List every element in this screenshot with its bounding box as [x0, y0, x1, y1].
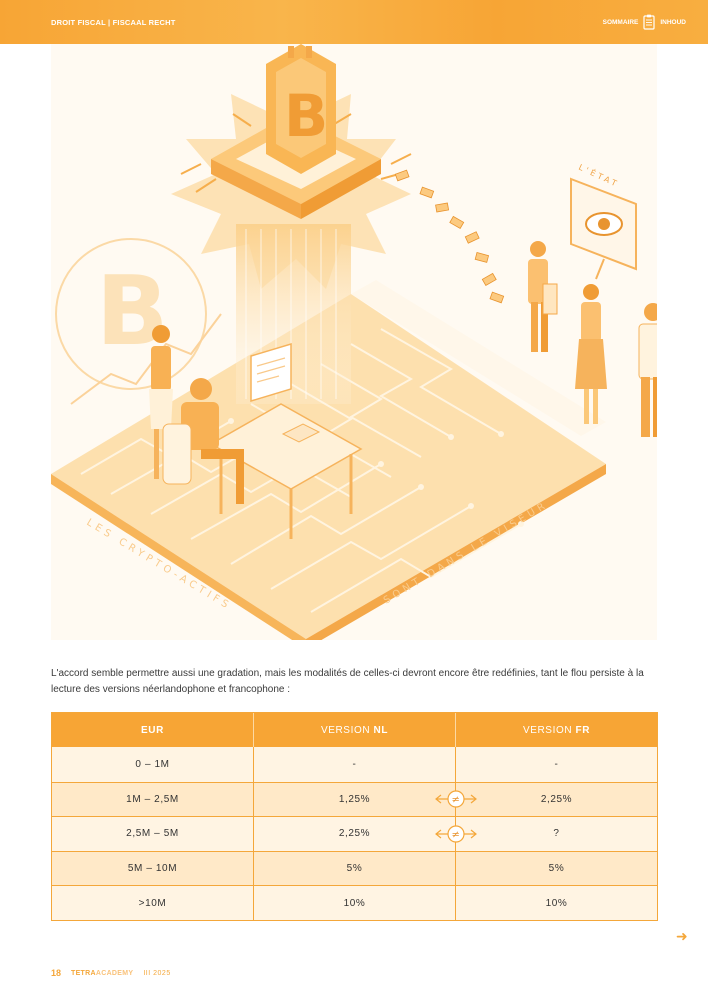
svg-text:B: B	[284, 82, 328, 150]
table-cell-fr: -	[455, 747, 657, 782]
table-cell-fr: 5%	[455, 851, 657, 886]
table-cell-nl: -	[253, 747, 455, 782]
body-paragraph: L'accord semble permettre aussi une grad…	[51, 668, 644, 695]
header-eur: EUR	[141, 724, 164, 736]
table-cell-eur: 5M – 10M	[127, 863, 178, 875]
page-number: 18	[51, 968, 62, 978]
table-cell-nl: 1,25%	[253, 782, 455, 817]
table-cell-nl: 2,25%	[253, 817, 455, 851]
table-cell-fr: 2,25% ≠	[435, 782, 657, 817]
svg-text:≠: ≠	[452, 795, 461, 806]
summary-link[interactable]: SOMMAIRE INHOUD	[603, 14, 686, 30]
table-cell-eur: 0 – 1M	[135, 758, 170, 770]
crypto-illustration: B	[51, 44, 657, 640]
table-row: >10M 10% 10%	[52, 885, 657, 920]
table-cell-eur: 2,5M – 5M	[126, 828, 179, 840]
breadcrumb: DROIT FISCAL | FISCAAL RECHT	[51, 18, 176, 27]
table-header-row: EUR VERSION NL VERSION FR	[52, 713, 657, 747]
table-row: 5M – 10M 5% 5%	[52, 850, 657, 886]
tetra-academy-logo: TETRAACADEMY	[71, 969, 134, 977]
table-cell-fr: 10%	[455, 886, 657, 920]
svg-text:≠: ≠	[452, 829, 461, 840]
header-version-nl: VERSION NL	[253, 713, 455, 747]
summary-fr-label: SOMMAIRE	[602, 18, 639, 26]
summary-nl-label: INHOUD	[660, 18, 686, 26]
arrow-right-icon[interactable]: ➜	[676, 928, 688, 944]
table-cell-nl: 10%	[253, 886, 455, 920]
not-equal-icon: ≠	[434, 824, 478, 844]
not-equal-icon: ≠	[434, 789, 478, 809]
issue-date: III 2025	[143, 969, 171, 977]
table-cell-fr: ? ≠	[435, 817, 657, 851]
page-footer: 18 TETRAACADEMY III 2025	[51, 968, 171, 978]
clipboard-icon	[643, 14, 655, 30]
table-cell-eur: >10M	[138, 897, 167, 909]
table-cell-nl: 5%	[253, 851, 455, 886]
tax-rate-table: EUR VERSION NL VERSION FR 0 – 1M - -1M – 2…	[51, 712, 658, 921]
page-header: DROIT FISCAL | FISCAAL RECHT SOMMAIRE IN…	[0, 0, 708, 44]
table-row: 0 – 1M - -	[52, 747, 657, 782]
table-cell-eur: 1M – 2,5M	[126, 793, 179, 805]
table-row: 2,5M – 5M 2,25%? ≠	[52, 816, 657, 851]
table-row: 1M – 2,5M 1,25% 2,25% ≠	[52, 781, 657, 817]
header-version-fr: VERSION FR	[455, 713, 657, 747]
